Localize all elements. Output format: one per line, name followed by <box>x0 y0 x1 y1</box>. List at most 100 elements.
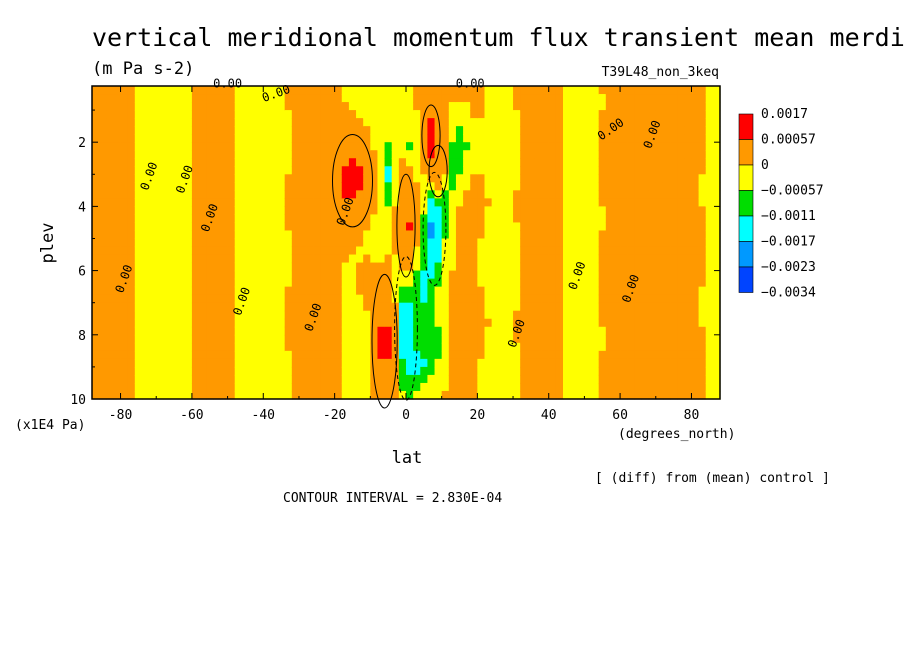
heatmap-cell <box>184 326 193 336</box>
heatmap-cell <box>298 134 307 143</box>
heatmap-cell <box>213 198 222 207</box>
heatmap-cell <box>391 94 400 103</box>
heatmap-cell <box>99 94 107 103</box>
heatmap-cell <box>513 342 521 352</box>
heatmap-cell <box>427 126 436 135</box>
heatmap-cell <box>348 302 357 312</box>
heatmap-cell <box>570 206 578 216</box>
heatmap-cell <box>548 86 557 95</box>
heatmap-cell <box>513 206 521 216</box>
heatmap-cell <box>149 390 157 400</box>
heatmap-cell <box>527 166 536 175</box>
heatmap-cell <box>584 310 593 320</box>
x-tick-label: 20 <box>470 408 486 423</box>
heatmap-cell <box>691 206 700 216</box>
heatmap-cell <box>249 310 257 320</box>
heatmap-cell <box>141 230 150 240</box>
heatmap-cell <box>106 262 115 272</box>
heatmap-cell <box>548 270 557 280</box>
heatmap-cell <box>605 102 614 111</box>
heatmap-cell <box>484 270 493 280</box>
heatmap-cell <box>134 246 143 256</box>
heatmap-cell <box>520 182 528 191</box>
heatmap-cell <box>377 374 386 384</box>
heatmap-cell <box>141 302 150 312</box>
heatmap-cell <box>520 254 528 264</box>
heatmap-cell <box>113 246 122 256</box>
heatmap-cell <box>127 302 136 312</box>
heatmap-cell <box>249 86 257 95</box>
heatmap-cell <box>470 334 478 344</box>
heatmap-cell <box>591 142 600 151</box>
heatmap-cell <box>206 102 214 111</box>
heatmap-cell <box>513 102 521 111</box>
heatmap-cell <box>306 102 314 111</box>
heatmap-cell <box>455 94 464 103</box>
heatmap-cell <box>591 102 600 111</box>
heatmap-cell <box>227 246 236 256</box>
heatmap-cell <box>206 110 214 119</box>
heatmap-cell <box>141 118 150 127</box>
heatmap-cell <box>320 118 329 127</box>
heatmap-cell <box>563 334 571 344</box>
heatmap-cell <box>348 134 357 143</box>
heatmap-cell <box>199 166 207 175</box>
heatmap-cell <box>220 222 229 232</box>
heatmap-cell <box>356 318 364 328</box>
heatmap-cell <box>291 126 300 135</box>
heatmap-cell <box>705 182 714 191</box>
heatmap-cell <box>612 158 621 167</box>
heatmap-cell <box>398 134 407 143</box>
heatmap-cell <box>605 126 614 135</box>
heatmap-cell <box>527 350 536 360</box>
heatmap-cell <box>498 246 507 256</box>
heatmap-cell <box>712 382 721 392</box>
heatmap-cell <box>563 190 571 199</box>
heatmap-cell <box>677 206 685 216</box>
heatmap-cell <box>705 142 714 151</box>
heatmap-cell <box>534 182 543 191</box>
heatmap-cell <box>555 198 564 207</box>
heatmap-cell <box>313 366 321 376</box>
heatmap-cell <box>406 358 414 368</box>
heatmap-cell <box>548 174 557 183</box>
units-label: (m Pa s-2) <box>92 59 194 79</box>
heatmap-cell <box>156 142 164 151</box>
heatmap-cell <box>463 350 471 360</box>
heatmap-cell <box>513 310 521 320</box>
heatmap-cell <box>712 286 721 296</box>
heatmap-cell <box>320 166 329 175</box>
heatmap-cell <box>327 262 336 272</box>
heatmap-cell <box>598 166 607 175</box>
heatmap-cell <box>413 350 421 360</box>
heatmap-cell <box>191 334 200 344</box>
heatmap-cell <box>655 174 664 183</box>
heatmap-cell <box>413 166 421 175</box>
heatmap-cell <box>306 278 314 288</box>
heatmap-cell <box>434 214 443 224</box>
heatmap-cell <box>563 102 571 111</box>
heatmap-cell <box>527 238 536 248</box>
heatmap-cell <box>270 158 279 167</box>
heatmap-cell <box>577 230 586 240</box>
heatmap-cell <box>455 86 464 95</box>
heatmap-cell <box>498 302 507 312</box>
heatmap-cell <box>363 222 371 232</box>
heatmap-cell <box>705 342 714 352</box>
contour-line <box>396 173 416 278</box>
heatmap-cell <box>520 94 528 103</box>
heatmap-cell <box>177 134 186 143</box>
heatmap-cell <box>534 94 543 103</box>
heatmap-cell <box>513 366 521 376</box>
heatmap-cell <box>277 358 286 368</box>
heatmap-cell <box>648 166 657 175</box>
heatmap-cell <box>291 166 300 175</box>
heatmap-cell <box>441 118 450 127</box>
heatmap-cell <box>120 150 129 159</box>
legend-swatch <box>738 266 754 293</box>
run-label: T39L48_non_3keq <box>602 65 719 80</box>
heatmap-cell <box>277 238 286 248</box>
heatmap-cell <box>334 326 343 336</box>
heatmap-cell <box>434 350 443 360</box>
heatmap-cell <box>320 382 329 392</box>
